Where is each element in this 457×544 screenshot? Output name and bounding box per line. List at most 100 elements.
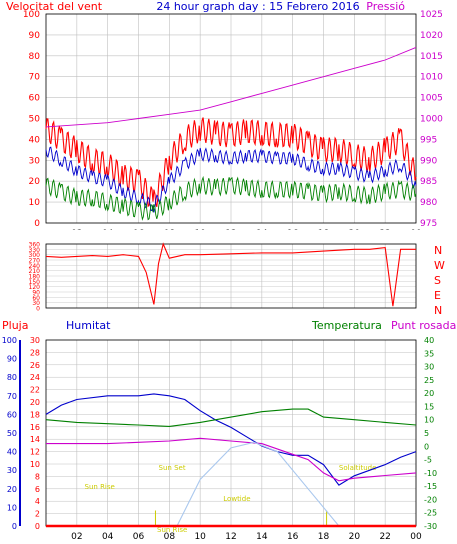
temperature-tick-label: -25 [424, 509, 437, 518]
x-tick-label: 22 [379, 229, 390, 230]
x-tick-label: 10 [194, 229, 206, 230]
x-tick-label: 10 [194, 532, 206, 540]
humidity-tick-label: 100 [2, 336, 17, 345]
x-tick-label: 18 [318, 532, 330, 540]
y-left-tick-label: 70 [29, 73, 41, 83]
annotation-label: Sun Rise [85, 483, 115, 491]
temperature-tick-label: -20 [424, 495, 437, 504]
humidity-tick-label: 50 [7, 429, 17, 438]
rain-tick-label: 28 [30, 348, 40, 357]
chart-title: 24 hour graph day : 15 Febrero 2016 [156, 0, 359, 13]
x-tick-label: 04 [102, 532, 114, 540]
x-tick-label: 12 [225, 532, 236, 540]
series-line-2 [45, 175, 417, 221]
direction-label: S [434, 274, 441, 287]
y-left-tick-label: 50 [29, 115, 41, 125]
y-right-tick-label: 1025 [420, 10, 443, 20]
y-tick-label: 90 [32, 290, 40, 297]
y-left-tick-label: 30 [29, 156, 41, 166]
rain-tick-label: 0 [35, 522, 40, 531]
direction-label: N [434, 244, 442, 257]
series-line-1 [45, 408, 417, 427]
rain-tick-label: 16 [30, 423, 40, 432]
x-tick-label: 14 [256, 532, 268, 540]
y-right-tick-label: 990 [420, 156, 437, 166]
x-tick-label: 22 [379, 532, 390, 540]
temperature-tick-label: -15 [424, 482, 437, 491]
x-tick-label: 06 [133, 532, 145, 540]
left-axis-title: Velocitat del vent [6, 0, 103, 13]
rain-tick-label: 26 [30, 361, 40, 370]
temperature-tick-label: 30 [424, 363, 434, 372]
x-tick-label: 20 [349, 532, 361, 540]
y-right-tick-label: 1020 [420, 31, 443, 41]
direction-label: E [434, 289, 441, 302]
temperature-tick-label: 10 [424, 416, 434, 425]
x-tick-label: 14 [256, 229, 268, 230]
rain-tick-label: 24 [30, 373, 40, 382]
temperature-axis-title: Temperatura [311, 319, 382, 332]
y-right-tick-label: 1005 [420, 94, 443, 104]
temperature-tick-label: 20 [424, 389, 434, 398]
y-tick-label: 300 [29, 252, 41, 259]
rain-tick-label: 22 [30, 386, 40, 395]
y-tick-label: 210 [29, 268, 41, 275]
x-tick-label: 12 [225, 229, 236, 230]
rain-tick-label: 20 [30, 398, 40, 407]
temperature-tick-label: 0 [424, 442, 429, 451]
y-right-tick-label: 980 [420, 198, 437, 208]
x-tick-label: 04 [102, 229, 114, 230]
rain-tick-label: 2 [35, 510, 40, 519]
humidity-tick-label: 40 [7, 448, 17, 457]
rain-axis-title: Pluja [2, 319, 28, 332]
direction-label: N [434, 304, 442, 317]
dewpoint-axis-title: Punt rosada [391, 319, 456, 332]
y-tick-label: 150 [29, 279, 41, 286]
x-tick-label: 16 [287, 532, 299, 540]
annotation-label: Lowtide [223, 495, 250, 503]
y-left-tick-label: 40 [29, 135, 41, 145]
y-tick-label: 240 [29, 263, 41, 270]
y-right-tick-label: 985 [420, 177, 437, 187]
y-left-tick-label: 0 [34, 219, 40, 229]
series-line-2 [46, 437, 417, 482]
rain-tick-label: 4 [35, 497, 40, 506]
plot-frame [45, 243, 417, 309]
series-line-0 [45, 393, 417, 486]
x-tick-label: 06 [133, 229, 145, 230]
x-tick-label: 02 [71, 229, 82, 230]
x-tick-label: 18 [318, 229, 330, 230]
y-right-tick-label: 1000 [420, 115, 443, 125]
y-left-tick-label: 60 [29, 94, 41, 104]
rain-tick-label: 30 [30, 336, 40, 345]
temperature-tick-label: -10 [424, 469, 437, 478]
x-tick-label: 16 [287, 229, 299, 230]
humidity-tick-label: 0 [12, 522, 17, 531]
y-tick-label: 270 [29, 258, 41, 265]
y-right-tick-label: 975 [420, 219, 437, 229]
x-tick-label: 00 [410, 229, 422, 230]
y-left-tick-label: 20 [29, 177, 41, 187]
rain-tick-label: 12 [30, 448, 40, 457]
y-right-tick-label: 1015 [420, 52, 443, 62]
x-tick-label: 02 [71, 532, 82, 540]
y-tick-label: 0 [36, 306, 40, 313]
y-left-tick-label: 80 [29, 52, 41, 62]
y-tick-label: 360 [29, 242, 41, 249]
series-line-3 [176, 441, 340, 527]
y-tick-label: 120 [29, 284, 41, 291]
y-right-tick-label: 1010 [420, 73, 443, 83]
y-tick-label: 330 [29, 247, 41, 254]
humidity-tick-label: 90 [7, 355, 17, 364]
right-axis-title: Pressió [366, 0, 405, 13]
humidity-tick-label: 30 [7, 466, 17, 475]
temperature-tick-label: 35 [424, 349, 434, 358]
rain-tick-label: 10 [30, 460, 40, 469]
series-line-0 [45, 242, 416, 307]
y-left-tick-label: 90 [29, 31, 41, 41]
rain-tick-label: 18 [30, 410, 40, 419]
direction-label: W [434, 259, 445, 272]
series-line-3 [45, 46, 417, 128]
